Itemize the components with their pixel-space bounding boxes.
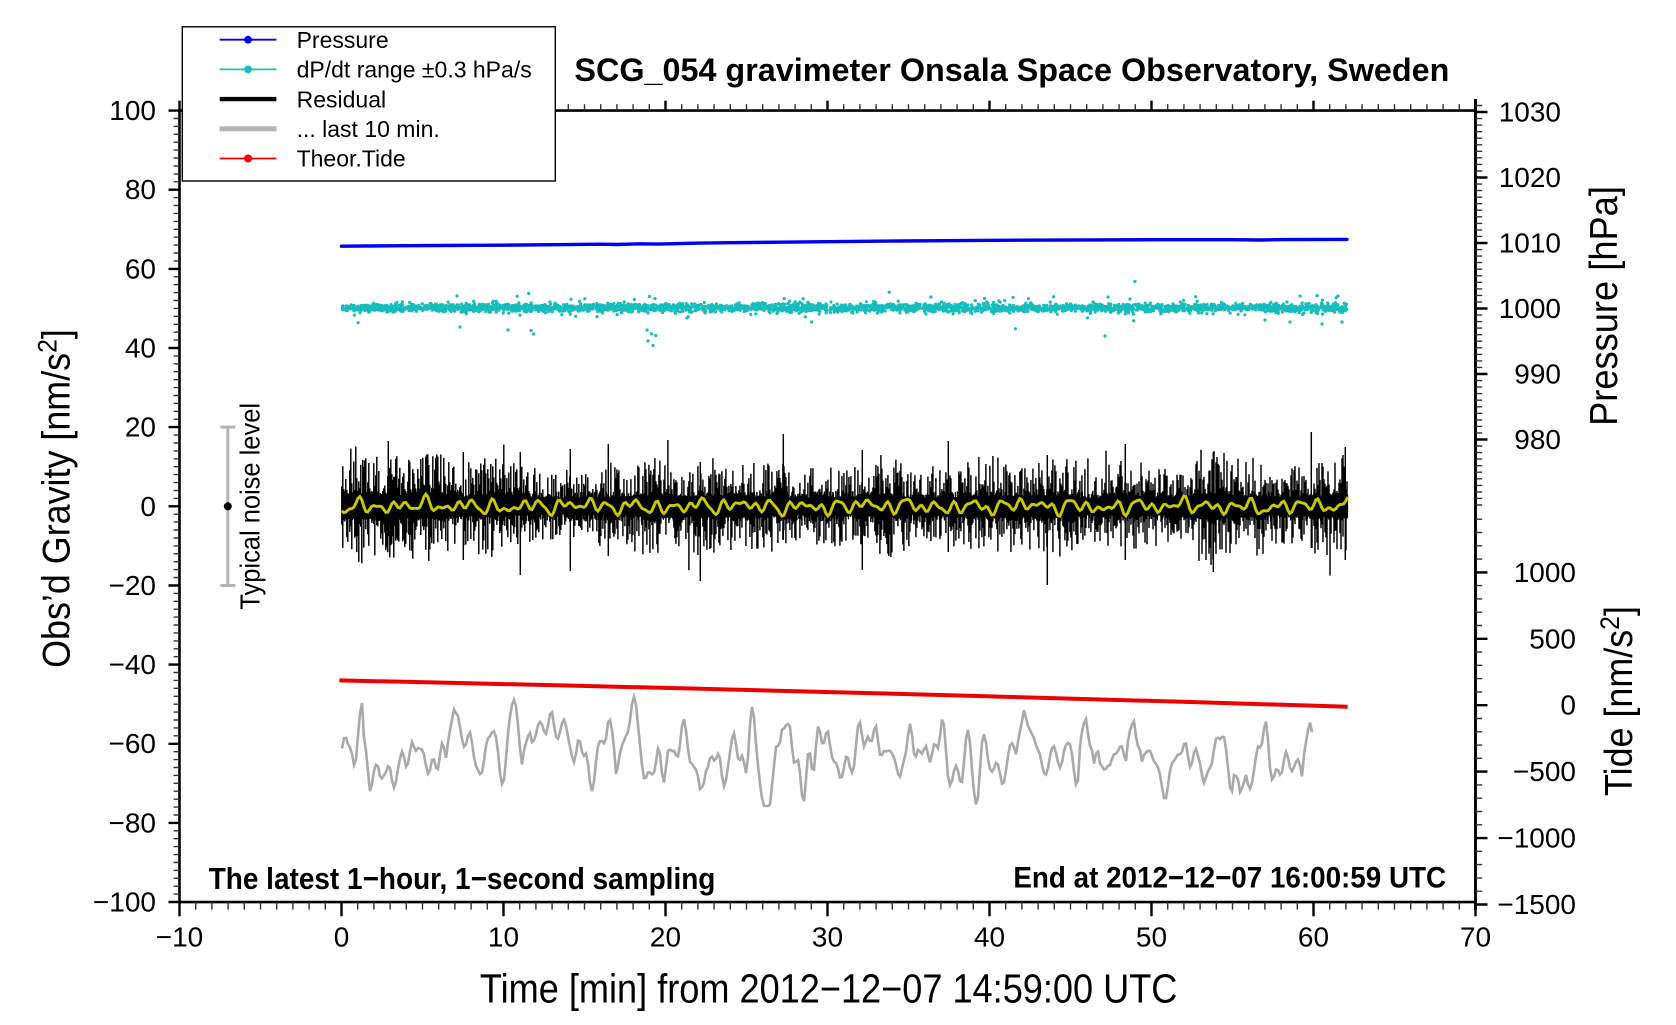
svg-text:30: 30 — [812, 922, 843, 953]
svg-text:−40: −40 — [109, 649, 157, 680]
svg-text:−1000: −1000 — [1497, 823, 1576, 854]
svg-text:1010: 1010 — [1499, 228, 1561, 259]
svg-text:Residual: Residual — [297, 86, 387, 112]
svg-text:60: 60 — [125, 253, 156, 284]
svg-text:End at 2012−12−07 16:00:59 UTC: End at 2012−12−07 16:00:59 UTC — [1013, 862, 1446, 895]
svg-text:The latest 1−hour, 1−second sa: The latest 1−hour, 1−second sampling — [209, 861, 716, 896]
svg-text:980: 980 — [1514, 424, 1561, 455]
svg-text:1020: 1020 — [1499, 162, 1561, 193]
svg-text:990: 990 — [1514, 359, 1561, 390]
svg-text:100: 100 — [109, 95, 156, 126]
svg-text:Typical noise level: Typical noise level — [234, 403, 265, 610]
svg-text:1000: 1000 — [1514, 557, 1576, 588]
svg-text:20: 20 — [125, 412, 156, 443]
svg-text:Pressure [hPa]: Pressure [hPa] — [1582, 186, 1625, 426]
svg-text:60: 60 — [1298, 922, 1329, 953]
svg-text:Obs’d Gravity [nm/s2]: Obs’d Gravity [nm/s2] — [34, 329, 78, 668]
svg-text:40: 40 — [125, 333, 156, 364]
svg-text:0: 0 — [334, 922, 350, 953]
svg-text:−500: −500 — [1513, 756, 1576, 787]
svg-text:10: 10 — [488, 922, 519, 953]
svg-text:20: 20 — [650, 922, 681, 953]
svg-text:−1500: −1500 — [1497, 889, 1576, 920]
svg-text:50: 50 — [1136, 922, 1167, 953]
svg-text:−20: −20 — [109, 570, 157, 601]
svg-text:70: 70 — [1460, 922, 1491, 953]
svg-text:Theor.Tide: Theor.Tide — [297, 146, 406, 172]
svg-text:dP/dt range ±0.3 hPa/s: dP/dt range ±0.3 hPa/s — [297, 57, 532, 83]
svg-text:1030: 1030 — [1499, 97, 1561, 128]
svg-text:Time [min] from 2012−12−07 14:: Time [min] from 2012−12−07 14:59:00 UTC — [480, 965, 1178, 1011]
svg-text:−80: −80 — [109, 807, 157, 838]
svg-text:−10: −10 — [156, 922, 204, 953]
svg-text:1000: 1000 — [1499, 293, 1561, 324]
svg-text:80: 80 — [125, 174, 156, 205]
svg-text:Pressure: Pressure — [297, 27, 389, 53]
svg-text:500: 500 — [1529, 623, 1576, 654]
svg-text:0: 0 — [1560, 690, 1576, 721]
svg-text:... last 10 min.: ... last 10 min. — [297, 116, 440, 142]
svg-text:0: 0 — [140, 491, 156, 522]
svg-text:−60: −60 — [109, 728, 157, 759]
svg-text:Tide [nm/s2]: Tide [nm/s2] — [1596, 606, 1640, 796]
svg-text:40: 40 — [974, 922, 1005, 953]
svg-text:SCG_054 gravimeter Onsala Spac: SCG_054 gravimeter Onsala Space Observat… — [574, 52, 1449, 88]
svg-text:−100: −100 — [93, 887, 156, 918]
